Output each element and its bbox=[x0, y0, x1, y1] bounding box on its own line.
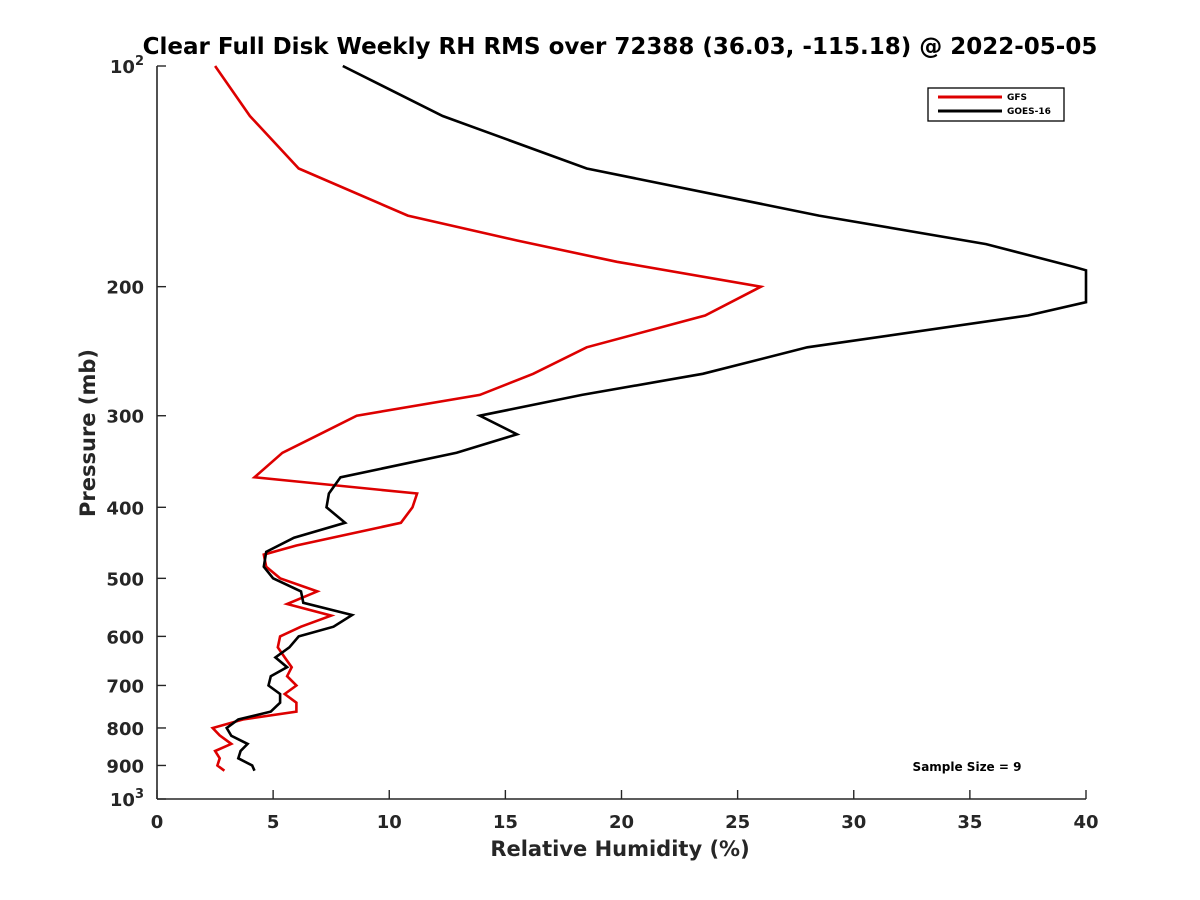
ticks-group: 0 5 10 15 20 25 30 35 40 102 200 300 400 500 600 700 800… bbox=[106, 54, 1098, 833]
x-tick-label: 30 bbox=[841, 812, 866, 833]
sample-size-annotation: Sample Size = 9 bbox=[913, 760, 1022, 774]
y-tick-label: 900 bbox=[106, 756, 144, 777]
y-tick-label: 400 bbox=[106, 498, 144, 519]
y-tick-label: 103 bbox=[110, 787, 144, 811]
x-tick-label: 5 bbox=[267, 812, 280, 833]
legend-label-gfs: GFS bbox=[1007, 93, 1027, 103]
x-tick-label: 10 bbox=[377, 812, 402, 833]
legend: GFS GOES-16 bbox=[927, 87, 1065, 122]
x-tick-label: 20 bbox=[609, 812, 634, 833]
series-line-goes-16 bbox=[224, 64, 1088, 772]
y-tick-label: 500 bbox=[106, 569, 144, 590]
y-tick-label: 600 bbox=[106, 627, 144, 648]
legend-label-goes-16: GOES-16 bbox=[1007, 107, 1051, 117]
y-tick-label: 800 bbox=[106, 719, 144, 740]
legend-box bbox=[927, 87, 1065, 122]
x-tick-label: 25 bbox=[725, 812, 750, 833]
x-tick-label: 15 bbox=[493, 812, 518, 833]
y-axis-label: Pressure (mb) bbox=[76, 349, 100, 517]
x-tick-label: 35 bbox=[957, 812, 982, 833]
y-tick-label: 300 bbox=[106, 407, 144, 428]
x-axis-label: Relative Humidity (%) bbox=[490, 837, 749, 861]
series-group bbox=[210, 64, 1088, 772]
y-tick-label: 102 bbox=[110, 54, 144, 78]
y-tick-label: 700 bbox=[106, 676, 144, 697]
x-tick-label: 0 bbox=[151, 812, 164, 833]
plot-area: 0 5 10 15 20 25 30 35 40 102 200 300 400 500 600 700 800… bbox=[106, 54, 1098, 833]
y-tick-label: 200 bbox=[106, 278, 144, 299]
chart-title: Clear Full Disk Weekly RH RMS over 72388… bbox=[143, 34, 1098, 60]
x-tick-label: 40 bbox=[1073, 812, 1098, 833]
